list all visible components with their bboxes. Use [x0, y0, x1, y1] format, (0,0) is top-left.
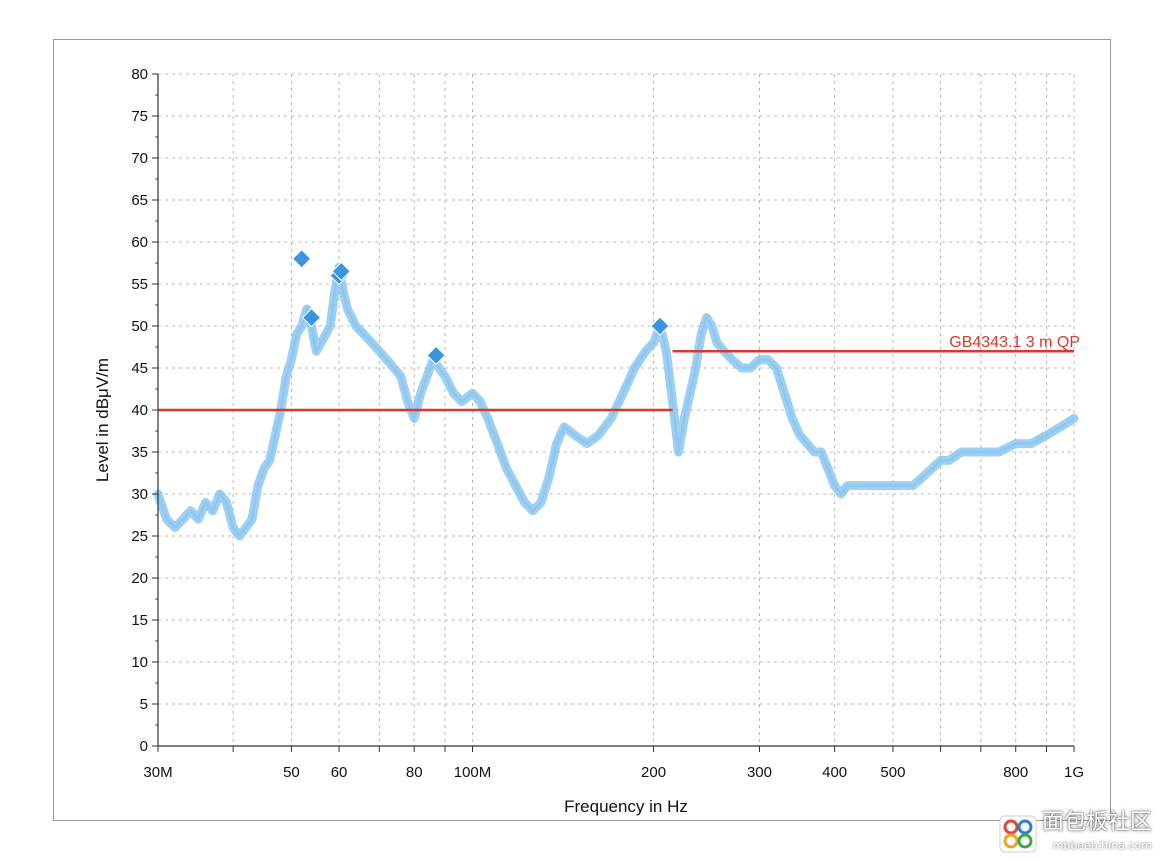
- y-tick-label: 50: [131, 318, 148, 335]
- x-tick-label: 300: [747, 764, 772, 781]
- community-logo-icon: [999, 815, 1037, 853]
- x-axis-title: Frequency in Hz: [564, 797, 688, 816]
- x-tick-label: 1G: [1064, 764, 1084, 781]
- y-tick-label: 10: [131, 654, 148, 671]
- y-tick-label: 45: [131, 360, 148, 377]
- x-tick-label: 30M: [143, 764, 172, 781]
- y-tick-label: 20: [131, 570, 148, 587]
- y-tick-label: 55: [131, 276, 148, 293]
- limit-layer: [158, 349, 1074, 412]
- x-tick-label: 500: [880, 764, 905, 781]
- x-tick-label: 800: [1003, 764, 1028, 781]
- y-tick-label: 80: [131, 66, 148, 83]
- x-tick-label: 400: [822, 764, 847, 781]
- y-axis-title: Level in dBμV/m: [93, 358, 112, 482]
- series-layer: [153, 262, 1079, 541]
- watermark-subtext: mbbeetchina.com: [1052, 839, 1152, 852]
- x-tick-label: 80: [406, 764, 423, 781]
- marker-layer: [291, 249, 670, 366]
- peak-marker: [331, 261, 351, 282]
- y-tick-label: 65: [131, 192, 148, 209]
- peak-marker: [650, 316, 670, 336]
- y-tick-label: 75: [131, 108, 148, 125]
- y-tick-label: 30: [131, 486, 148, 503]
- peak-marker: [291, 249, 312, 269]
- x-tick-label: 200: [641, 764, 666, 781]
- emission-trace: [156, 266, 1075, 539]
- emission-band: [153, 262, 1079, 541]
- limit-label: GB4343.1 3 m QP: [949, 334, 1080, 351]
- emission-chart: 0 5 10 15 20 25 30 35 40 45 50 55 60 65 70 75 80 30M 50 60 8…: [93, 66, 1084, 816]
- peak-marker: [301, 307, 322, 328]
- x-tick-label: 50: [283, 764, 300, 781]
- y-tick-label: 25: [131, 528, 148, 545]
- peak-marker: [426, 345, 446, 366]
- y-tick-label: 15: [131, 612, 148, 629]
- y-tick-label: 40: [131, 402, 148, 419]
- y-tick-label: 5: [140, 696, 148, 713]
- y-tick-label: 70: [131, 150, 148, 167]
- x-tick-label: 100M: [454, 764, 492, 781]
- y-tick-label: 60: [131, 234, 148, 251]
- y-tick-label: 35: [131, 444, 148, 461]
- chart-frame: 0 5 10 15 20 25 30 35 40 45 50 55 60 65 70 75 80 30M 50 60 8…: [53, 39, 1111, 821]
- watermark-text: 面包板社区: [1041, 810, 1152, 835]
- x-tick-label: 60: [331, 764, 348, 781]
- axes: 0 5 10 15 20 25 30 35 40 45 50 55 60 65 70 75 80 30M 50 60 8…: [131, 66, 1084, 781]
- y-tick-label: 0: [140, 738, 148, 755]
